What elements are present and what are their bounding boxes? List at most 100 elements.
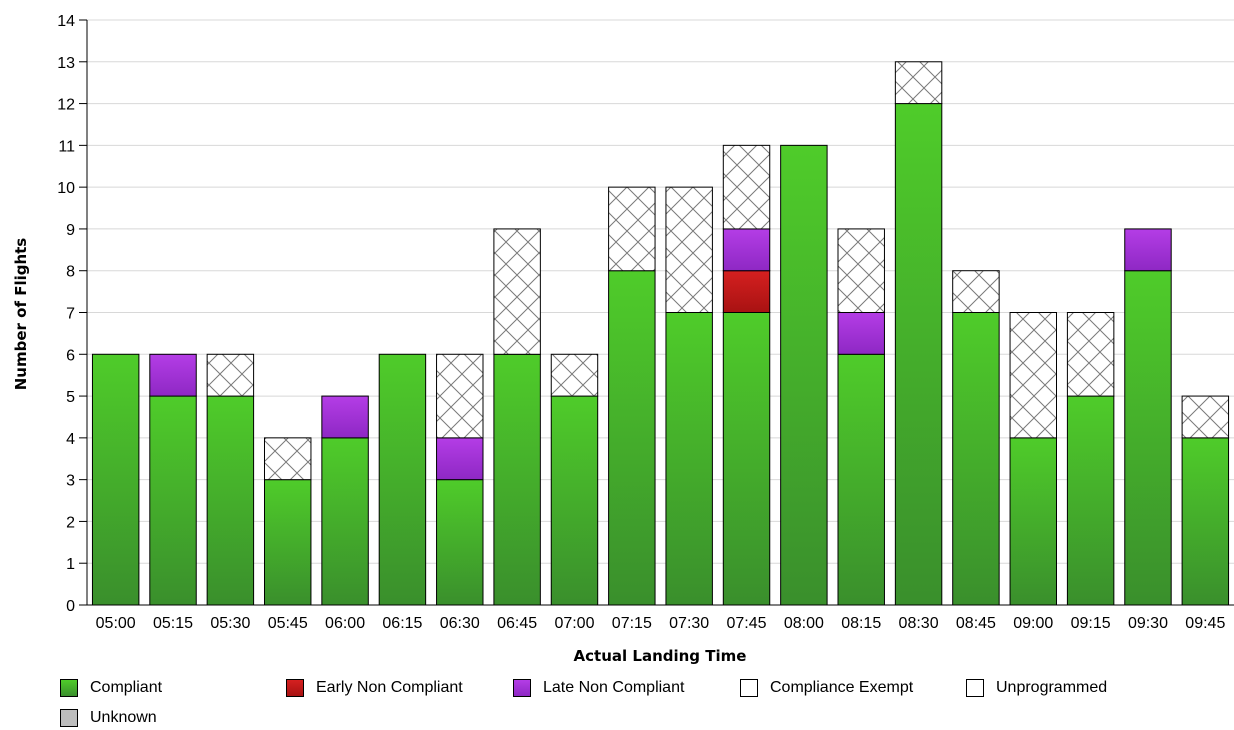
y-tick-label: 8: [66, 264, 75, 281]
legend-item-compliant[interactable]: Compliant: [60, 676, 162, 700]
y-tick-label: 5: [66, 389, 75, 406]
bar-compliance-exempt: [608, 186, 656, 272]
bar-early-non-compliant: [722, 270, 771, 314]
y-tick-label: 13: [57, 55, 75, 72]
x-tick-label: 05:00: [96, 615, 136, 632]
bar-compliant: [321, 437, 369, 606]
bar-compliant: [722, 312, 771, 606]
legend-item-compliance-exempt[interactable]: Compliance Exempt: [740, 676, 913, 700]
y-tick-label: 10: [57, 180, 75, 197]
bar-compliant: [1181, 437, 1230, 606]
x-tick-label: 09:45: [1185, 615, 1225, 632]
bar-compliant: [206, 395, 255, 606]
x-tick-label: 07:00: [554, 615, 594, 632]
bar-compliance-exempt: [665, 186, 713, 313]
y-tick-label: 1: [66, 556, 75, 573]
legend-swatch: [513, 679, 531, 697]
bar-compliant: [665, 312, 713, 606]
bar-compliance-exempt: [436, 353, 484, 439]
bar-compliant: [837, 353, 885, 606]
bar-late-non-compliant: [1124, 228, 1172, 272]
legend-swatch: [286, 679, 304, 697]
x-tick-label: 09:30: [1128, 615, 1168, 632]
bar-late-non-compliant: [436, 437, 484, 481]
bar-compliant: [378, 353, 427, 606]
legend-label: Unprogrammed: [996, 679, 1108, 696]
x-tick-label: 06:30: [440, 615, 480, 632]
x-tick-label: 07:45: [727, 615, 767, 632]
legend-item-late-non-compliant[interactable]: Late Non Compliant: [513, 676, 684, 700]
y-tick-label: 0: [66, 598, 75, 615]
bar-compliance-exempt: [894, 61, 943, 105]
bar-compliance-exempt: [1181, 395, 1230, 439]
axes: [79, 19, 1234, 606]
bar-compliance-exempt: [263, 437, 312, 481]
x-tick-label: 05:45: [268, 615, 308, 632]
bars: [91, 61, 1230, 606]
bar-compliant: [952, 312, 1000, 606]
legend-label: Compliance Exempt: [770, 679, 914, 696]
bar-compliant: [550, 395, 599, 606]
bar-compliance-exempt: [837, 228, 885, 313]
x-tick-label: 08:15: [841, 615, 881, 632]
bar-compliance-exempt: [1009, 312, 1058, 439]
bar-compliance-exempt: [952, 270, 1000, 314]
x-tick-label: 07:15: [612, 615, 652, 632]
legend-item-early-non-compliant[interactable]: Early Non Compliant: [286, 676, 463, 700]
legend-label: Early Non Compliant: [316, 679, 463, 696]
gridlines: [87, 19, 1234, 606]
x-tick-label: 06:15: [382, 615, 422, 632]
bar-compliant: [91, 353, 140, 606]
bar-late-non-compliant: [722, 228, 771, 272]
legend-swatch: [740, 679, 758, 697]
bar-late-non-compliant: [321, 395, 369, 439]
bar-compliant: [1124, 270, 1172, 606]
bar-compliant: [149, 395, 197, 606]
bar-late-non-compliant: [837, 312, 885, 355]
y-tick-label: 4: [66, 431, 75, 448]
x-tick-label: 07:30: [669, 615, 709, 632]
x-tick-label: 08:00: [784, 615, 824, 632]
bar-late-non-compliant: [149, 353, 197, 397]
legend-label: Late Non Compliant: [543, 679, 685, 696]
legend-swatch: [966, 679, 984, 697]
bar-compliance-exempt: [206, 353, 255, 397]
bar-compliant: [493, 353, 541, 606]
legend-swatch: [60, 679, 78, 697]
y-axis-title: Number of Flights: [12, 238, 30, 391]
bar-compliance-exempt: [493, 228, 541, 355]
legend: Compliant Early Non Compliant Late Non Com…: [60, 676, 1210, 730]
x-tick-label: 08:30: [899, 615, 939, 632]
bar-compliant: [1009, 437, 1058, 606]
bar-compliance-exempt: [1066, 312, 1115, 397]
x-axis-title: Actual Landing Time: [574, 647, 747, 665]
y-tick-label: 12: [57, 97, 75, 114]
bar-compliant: [263, 479, 312, 606]
y-tick-label: 14: [57, 13, 75, 30]
y-tick-label: 3: [66, 473, 75, 490]
y-tick-label: 2: [66, 514, 75, 531]
x-tick-label: 09:00: [1013, 615, 1053, 632]
x-tick-label: 05:15: [153, 615, 193, 632]
bar-compliant: [894, 103, 943, 606]
legend-label: Unknown: [90, 709, 157, 726]
y-tick-label: 7: [66, 306, 75, 323]
legend-label: Compliant: [90, 679, 163, 696]
bar-compliance-exempt: [550, 353, 599, 397]
y-tick-label: 11: [58, 138, 75, 155]
x-tick-label: 06:00: [325, 615, 365, 632]
legend-item-unknown[interactable]: Unknown: [60, 706, 157, 730]
bar-compliant: [1066, 395, 1115, 606]
x-tick-label: 05:30: [210, 615, 250, 632]
bar-compliant: [436, 479, 484, 606]
bar-compliant: [608, 270, 656, 606]
legend-item-unprogrammed[interactable]: Unprogrammed: [966, 676, 1107, 700]
x-tick-label: 08:45: [956, 615, 996, 632]
y-tick-label: 9: [66, 222, 75, 239]
y-tick-label: 6: [66, 347, 75, 364]
bar-compliance-exempt: [722, 144, 771, 230]
legend-swatch: [60, 709, 78, 727]
bar-compliant: [780, 144, 828, 606]
